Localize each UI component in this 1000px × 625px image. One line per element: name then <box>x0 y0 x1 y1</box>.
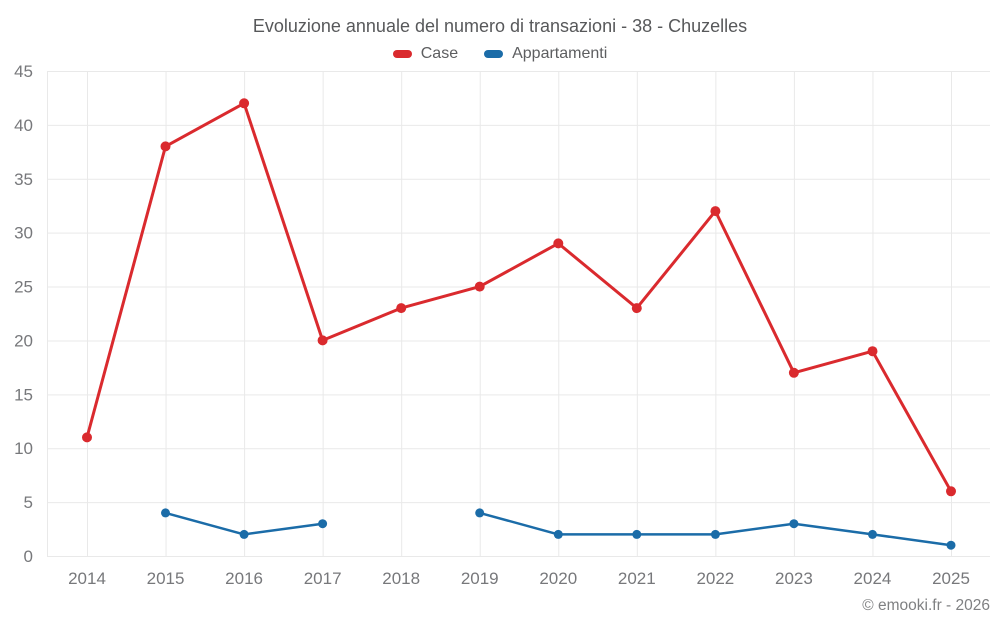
y-axis-tick-label: 5 <box>24 493 33 512</box>
x-axis-tick-label: 2025 <box>932 569 970 588</box>
x-axis-tick-label: 2019 <box>461 569 499 588</box>
appartamenti-point[interactable] <box>946 540 956 550</box>
legend: Case Appartamenti <box>0 44 1000 63</box>
appartamenti-line <box>164 511 953 547</box>
y-axis-tick-label: 45 <box>14 62 33 81</box>
appartamenti-point[interactable] <box>318 519 328 529</box>
case-line <box>85 101 953 493</box>
case-point[interactable] <box>710 206 721 217</box>
x-axis-tick-label: 2022 <box>696 569 734 588</box>
x-axis-tick-label: 2024 <box>854 569 892 588</box>
appartamenti-point[interactable] <box>632 529 642 539</box>
appartamenti-point[interactable] <box>789 519 799 529</box>
case-point[interactable] <box>788 367 799 378</box>
x-axis-tick-label: 2021 <box>618 569 656 588</box>
legend-swatch-appartamenti <box>484 49 504 58</box>
appartamenti-point[interactable] <box>710 529 720 539</box>
case-point[interactable] <box>239 98 250 109</box>
x-axis-tick-label: 2023 <box>775 569 813 588</box>
case-point[interactable] <box>553 238 564 249</box>
appartamenti-point[interactable] <box>239 529 249 539</box>
y-axis-tick-label: 40 <box>14 116 33 135</box>
legend-swatch-case <box>392 49 412 58</box>
y-axis-tick-label: 35 <box>14 170 33 189</box>
x-axis-tick-label: 2020 <box>539 569 577 588</box>
appartamenti-point[interactable] <box>868 529 877 539</box>
case-point[interactable] <box>160 141 171 152</box>
y-axis-tick-label: 25 <box>14 278 33 297</box>
case-point[interactable] <box>474 281 485 292</box>
y-axis-tick-label: 0 <box>24 547 33 566</box>
case-point[interactable] <box>82 432 92 443</box>
legend-item-appartamenti[interactable]: Appartamenti <box>484 45 607 63</box>
case-point[interactable] <box>631 303 642 314</box>
x-axis-tick-label: 2015 <box>147 569 185 588</box>
appartamenti-point[interactable] <box>475 508 485 518</box>
legend-label-appartamenti: Appartamenti <box>512 44 608 62</box>
chart-title: Evoluzione annuale del numero di transaz… <box>252 16 748 36</box>
appartamenti-point[interactable] <box>553 529 563 539</box>
x-axis-tick-label: 2014 <box>68 569 106 588</box>
y-axis-tick-label: 10 <box>14 439 33 458</box>
x-axis-tick-label: 2018 <box>382 569 420 588</box>
x-axis-tick-label: 2016 <box>225 569 263 588</box>
case-point[interactable] <box>946 486 956 497</box>
case-point[interactable] <box>867 346 878 357</box>
x-axis-tick-label: 2017 <box>304 569 342 588</box>
case-point[interactable] <box>396 303 407 314</box>
legend-label-case: Case <box>420 44 459 62</box>
case-point[interactable] <box>317 335 328 346</box>
appartamenti-point[interactable] <box>161 508 170 518</box>
y-axis-tick-label: 20 <box>14 331 33 350</box>
copyright: © emooki.fr - 2026 <box>862 597 990 614</box>
y-axis-tick-label: 15 <box>14 385 33 404</box>
legend-item-case[interactable]: Case <box>392 44 459 63</box>
y-axis-tick-label: 30 <box>14 224 33 243</box>
